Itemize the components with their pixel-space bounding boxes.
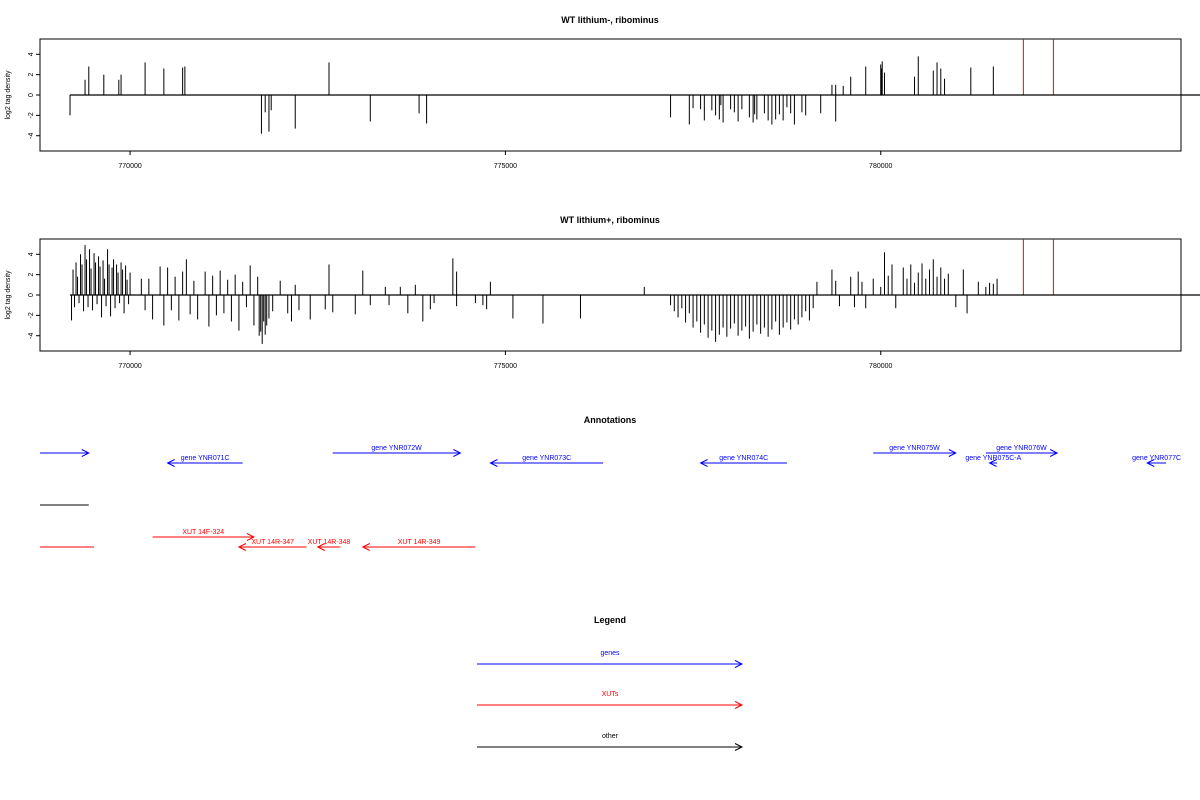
x-tick-label: 775000 <box>494 163 517 170</box>
gene-arrow-head <box>988 459 997 467</box>
y-tick-label: -2 <box>28 312 35 318</box>
gene-label: gene YNR073C <box>522 455 571 462</box>
y-tick-label: 4 <box>28 252 35 256</box>
legend-arrow-head <box>734 660 744 668</box>
x-tick-label: 780000 <box>869 163 892 170</box>
xut-arrow-head <box>361 543 371 551</box>
x-axis: 770000 775000 780000 <box>118 351 893 370</box>
gene-label: gene YNR075C-A <box>965 455 1021 462</box>
gene-arrow-head <box>1146 459 1155 467</box>
legend-arrow-head <box>734 701 744 709</box>
panel-title: WT lithium-, ribominus <box>561 15 659 25</box>
legend-arrow-head <box>734 743 744 751</box>
gene-label: gene YNR071C <box>181 455 230 462</box>
y-axis: -4 -2 0 2 4 <box>28 52 40 139</box>
legend: Legend genes XUTs other <box>477 615 744 751</box>
signal-bars <box>70 239 1200 344</box>
gene-arrow-head <box>166 459 175 467</box>
x-tick-label: 775000 <box>494 363 517 370</box>
xut-arrow-head <box>316 543 325 551</box>
gene-arrow-head <box>948 449 957 457</box>
panel-lithium-plus: WT lithium+, ribominus log2 tag density … <box>5 215 1200 370</box>
y-tick-label: -2 <box>28 112 35 118</box>
legend-title: Legend <box>594 615 626 625</box>
y-tick-label: 2 <box>28 73 35 77</box>
gene-label: gene YNR072W <box>371 445 422 452</box>
y-tick-label: 4 <box>28 52 35 56</box>
y-tick-label: 0 <box>28 93 35 97</box>
gene-label: gene YNR075W <box>889 445 940 452</box>
y-axis-label: log2 tag density <box>5 270 12 320</box>
annotations-title: Annotations <box>584 415 637 425</box>
x-tick-label: 770000 <box>118 363 141 370</box>
gene-label: gene YNR076W <box>996 445 1047 452</box>
legend-items: genes XUTs other <box>477 650 744 751</box>
y-tick-label: -4 <box>28 333 35 339</box>
y-axis-label: log2 tag density <box>5 70 12 120</box>
legend-label: other <box>602 733 619 740</box>
gene-arrow-head <box>1049 449 1059 457</box>
gene-label: gene YNR077C <box>1132 455 1181 462</box>
y-tick-label: 0 <box>28 293 35 297</box>
x-tick-label: 770000 <box>118 163 141 170</box>
gene-arrow-head <box>489 459 498 467</box>
panel-lithium-minus: WT lithium-, ribominus log2 tag density … <box>5 15 1200 170</box>
gene-label: gene YNR074C <box>719 455 768 462</box>
legend-label: XUTs <box>602 691 619 698</box>
xut-label: XUT 14F-324 <box>182 529 224 536</box>
xut-arrow-head <box>237 543 247 551</box>
gene-arrow-head <box>699 459 708 467</box>
xut-features: XUT 14F-324 XUT 14R-347 XUT 14R-348 XUT 14R… <box>40 529 476 551</box>
xut-arrow-head <box>246 533 256 541</box>
y-tick-label: 2 <box>28 273 35 277</box>
signal-bars <box>69 39 1200 134</box>
panel-title: WT lithium+, ribominus <box>560 215 660 225</box>
gene-features: gene YNR071C gene YNR072W gene YNR073C gene… <box>40 445 1181 467</box>
xut-label: XUT 14R-348 <box>308 539 351 546</box>
xut-label: XUT 14R-349 <box>398 539 441 546</box>
y-tick-label: -4 <box>28 133 35 139</box>
xut-label: XUT 14R-347 <box>251 539 294 546</box>
gene-arrow-head <box>81 449 90 457</box>
gene-arrow-head <box>453 449 462 457</box>
legend-label: genes <box>600 650 620 657</box>
y-axis: -4 -2 0 2 4 <box>28 252 40 339</box>
x-axis: 770000 775000 780000 <box>118 151 893 170</box>
x-tick-label: 780000 <box>869 363 892 370</box>
